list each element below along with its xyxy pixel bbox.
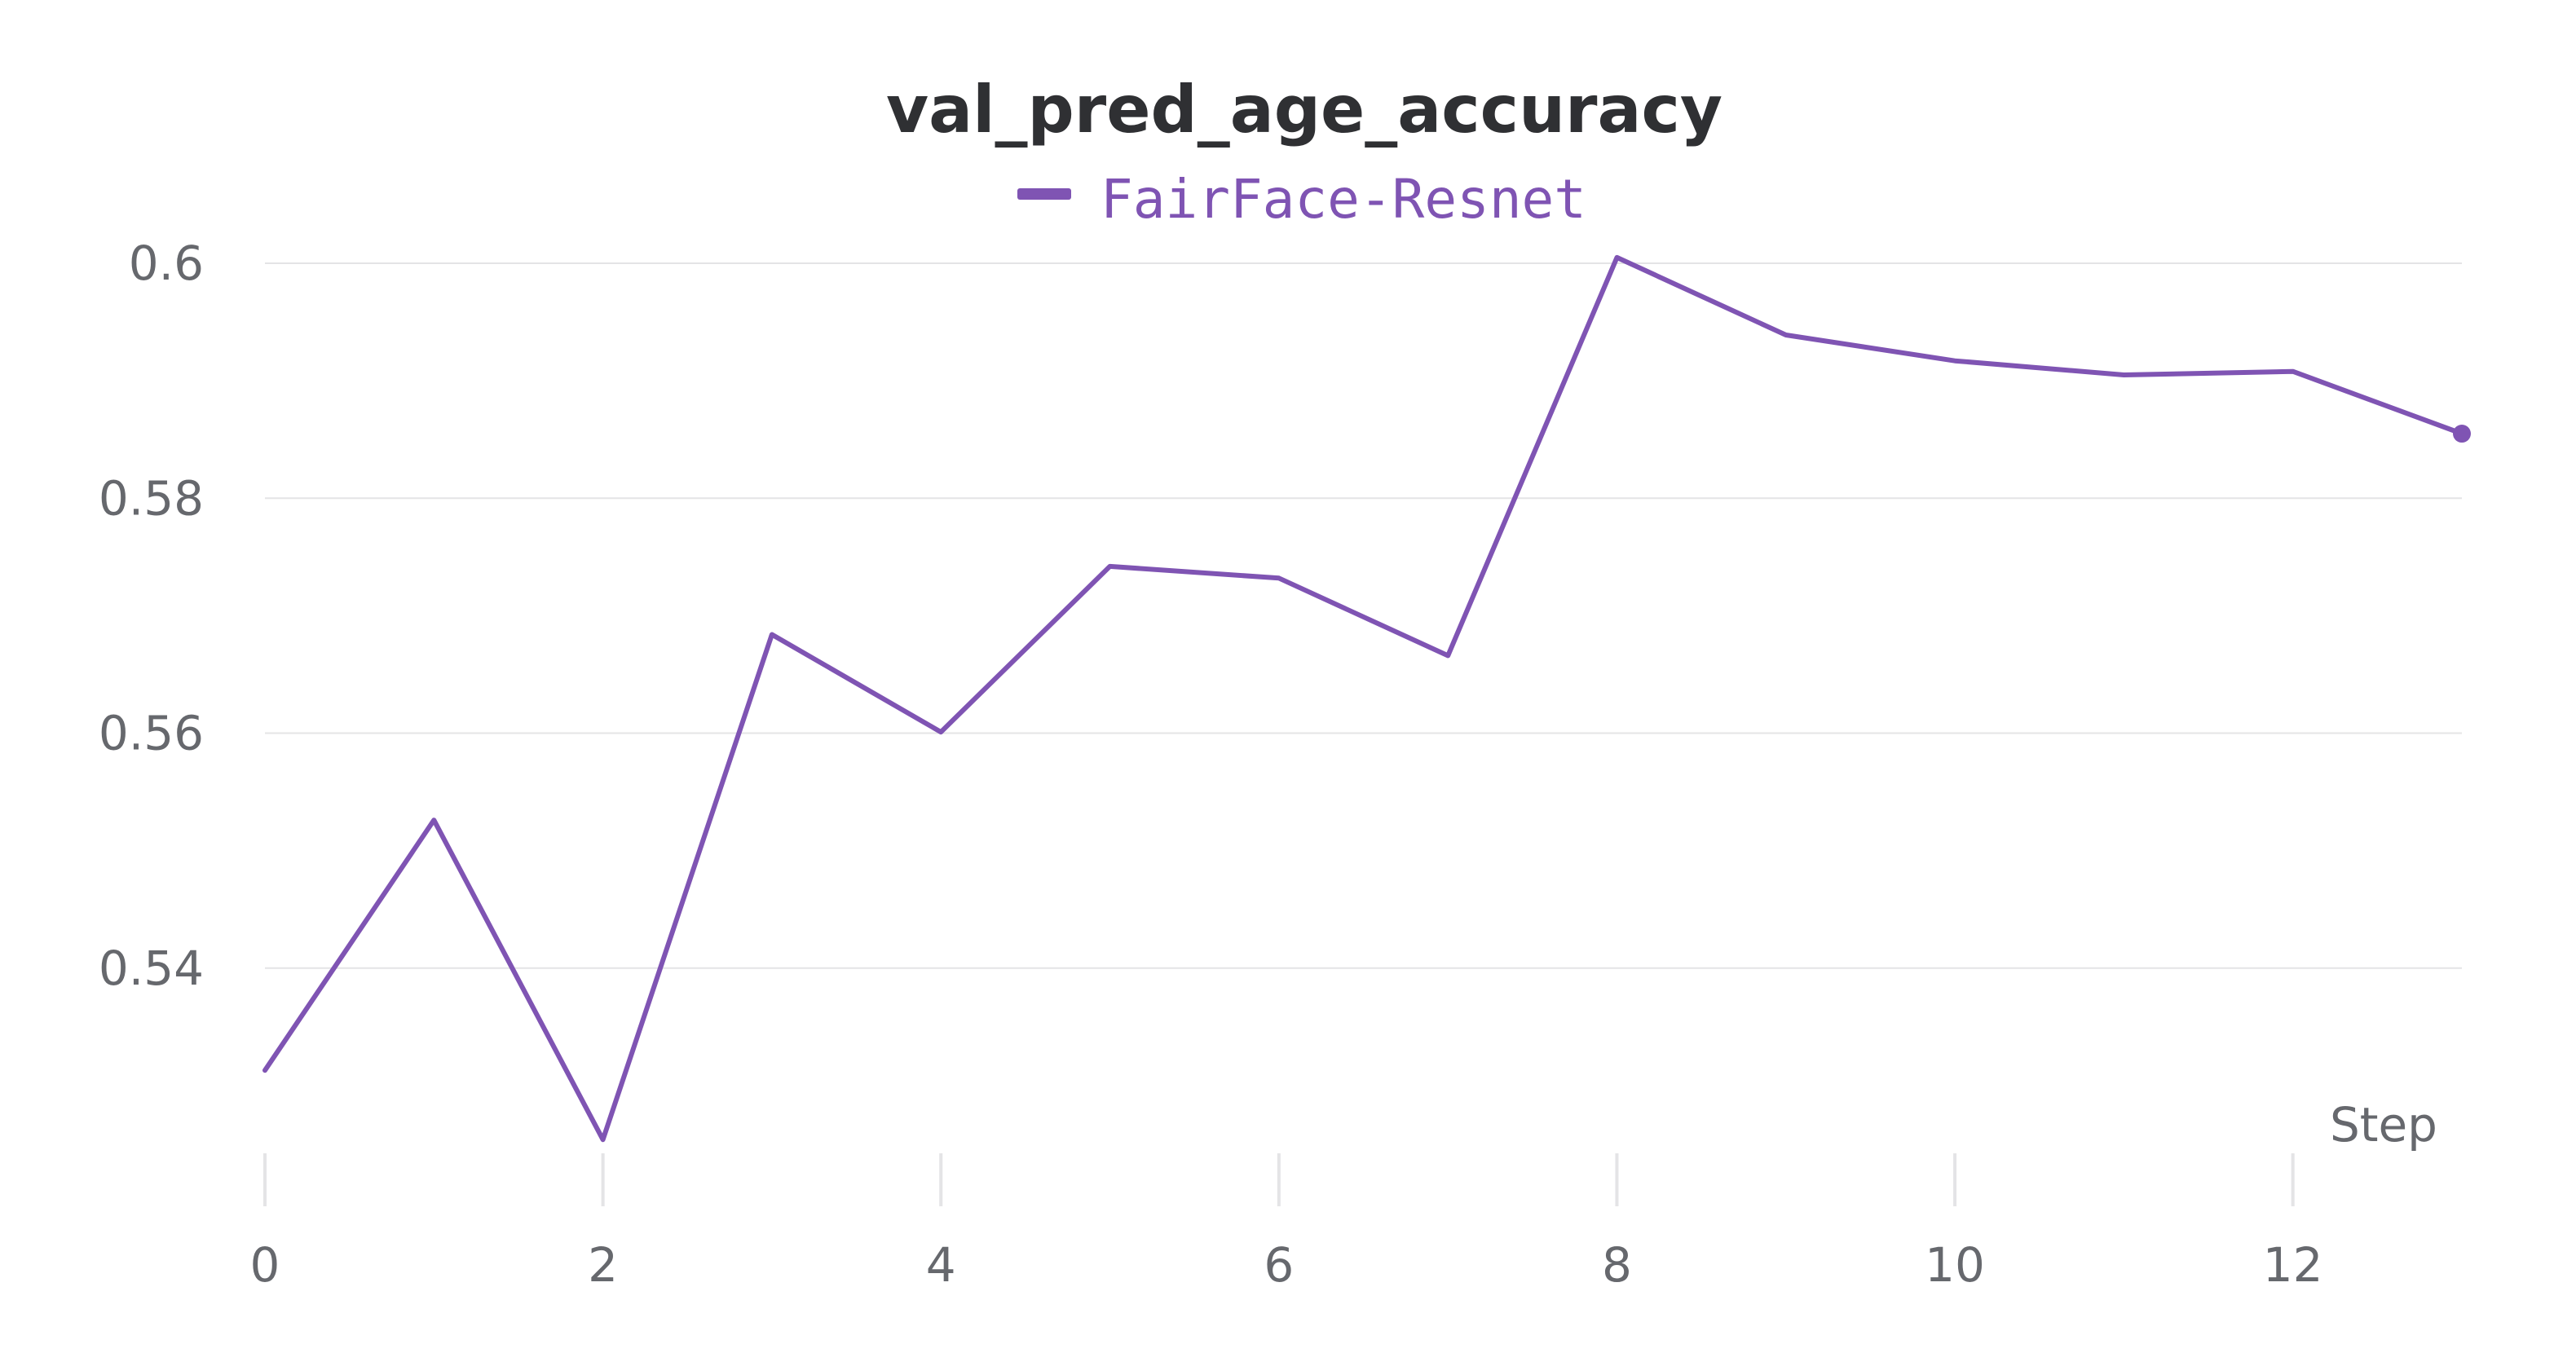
chart-title: val_pred_age_accuracy xyxy=(886,72,1722,148)
x-tick-label: 10 xyxy=(1925,1237,1985,1293)
series-line-fairface-resnet xyxy=(262,254,2464,1143)
x-tick-label: 2 xyxy=(588,1237,618,1293)
x-tick-label: 0 xyxy=(250,1237,280,1293)
x-axis: 0 2 4 6 8 10 12 xyxy=(250,1153,2323,1293)
grid-lines xyxy=(265,262,2462,969)
legend-label-fairface-resnet: FairFace-Resnet xyxy=(1101,168,1586,231)
x-tick-label: 6 xyxy=(1264,1237,1294,1293)
x-tick-label: 12 xyxy=(2263,1237,2323,1293)
y-axis: 0.54 0.56 0.58 0.6 xyxy=(99,236,204,996)
y-tick-label: 0.58 xyxy=(99,470,204,526)
y-tick-label: 0.6 xyxy=(129,236,204,291)
series-layer xyxy=(262,254,2471,1143)
x-tick-label: 4 xyxy=(926,1237,956,1293)
x-tick-label: 8 xyxy=(1602,1237,1632,1293)
x-axis-label: Step xyxy=(2330,1097,2437,1152)
legend-swatch-fairface-resnet xyxy=(1017,188,1071,200)
legend[interactable]: FairFace-Resnet xyxy=(1017,168,1586,231)
y-tick-label: 0.56 xyxy=(99,706,204,761)
y-tick-label: 0.54 xyxy=(99,941,204,996)
data-point xyxy=(2453,425,2471,443)
